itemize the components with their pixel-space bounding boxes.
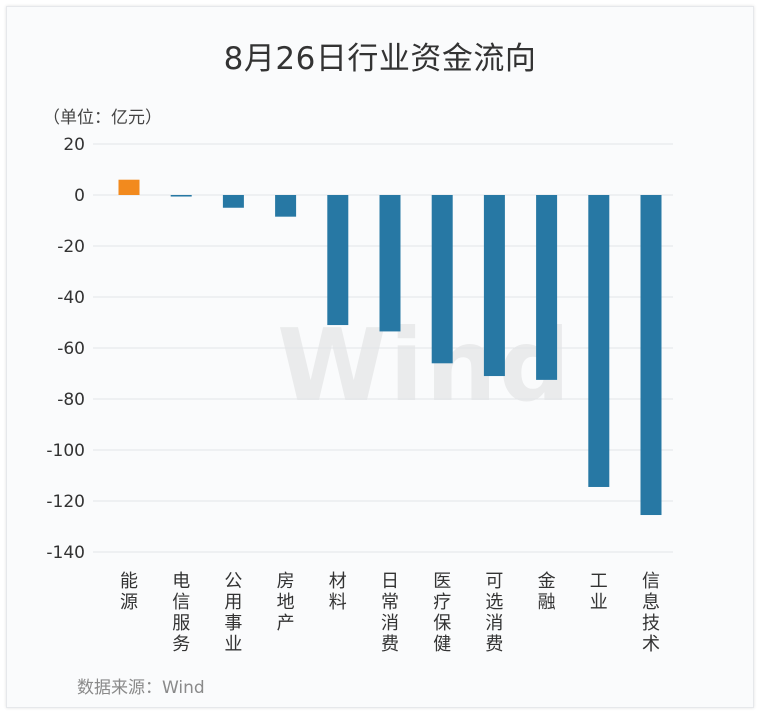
chart-container: 8月26日行业资金流向 （单位：亿元） Wind 20 0 -20 -40 -60 -80… — [6, 6, 754, 708]
bar — [118, 179, 140, 195]
x-tick-label: 信息技术 — [642, 571, 660, 655]
x-tick-label: 医疗保健 — [433, 571, 451, 655]
x-tick-label: 公用事业 — [224, 571, 242, 655]
y-tick-label: -100 — [46, 441, 85, 461]
y-tick-label: -60 — [57, 339, 85, 359]
unit-label: （单位：亿元） — [43, 108, 162, 128]
y-tick-label: -80 — [57, 390, 85, 410]
x-tick-label: 工业 — [590, 571, 608, 613]
y-tick-label: -140 — [46, 543, 85, 563]
x-tick-label: 材料 — [329, 571, 347, 613]
x-tick-label: 电信服务 — [172, 571, 190, 655]
source-label: 数据来源：Wind — [77, 678, 205, 698]
x-tick-label: 金融 — [538, 571, 556, 613]
x-tick-label: 可选消费 — [485, 571, 503, 655]
x-tick-label: 能源 — [120, 571, 138, 613]
bar — [222, 195, 244, 208]
bar-chart: 20 0 -20 -40 -60 -80 -100 -120 -140 能源 电信服务 公用事业 房地产… — [46, 135, 673, 655]
wind-watermark: Wind — [277, 307, 573, 424]
y-tick-label: 20 — [63, 135, 85, 155]
y-tick-label: -120 — [46, 492, 85, 512]
bar — [640, 195, 662, 516]
bar — [483, 195, 505, 377]
bar — [588, 195, 610, 487]
bar — [536, 195, 558, 380]
bar — [379, 195, 401, 332]
bar — [170, 195, 192, 197]
bar — [431, 195, 453, 364]
x-tick-label: 日常消费 — [381, 571, 399, 655]
y-tick-label: -40 — [57, 288, 85, 308]
x-tick-label: 房地产 — [277, 571, 295, 634]
y-tick-label: -20 — [57, 237, 85, 257]
chart-title: 8月26日行业资金流向 — [223, 41, 537, 77]
bar — [275, 195, 297, 217]
bar — [327, 195, 349, 326]
y-tick-label: 0 — [74, 186, 85, 206]
